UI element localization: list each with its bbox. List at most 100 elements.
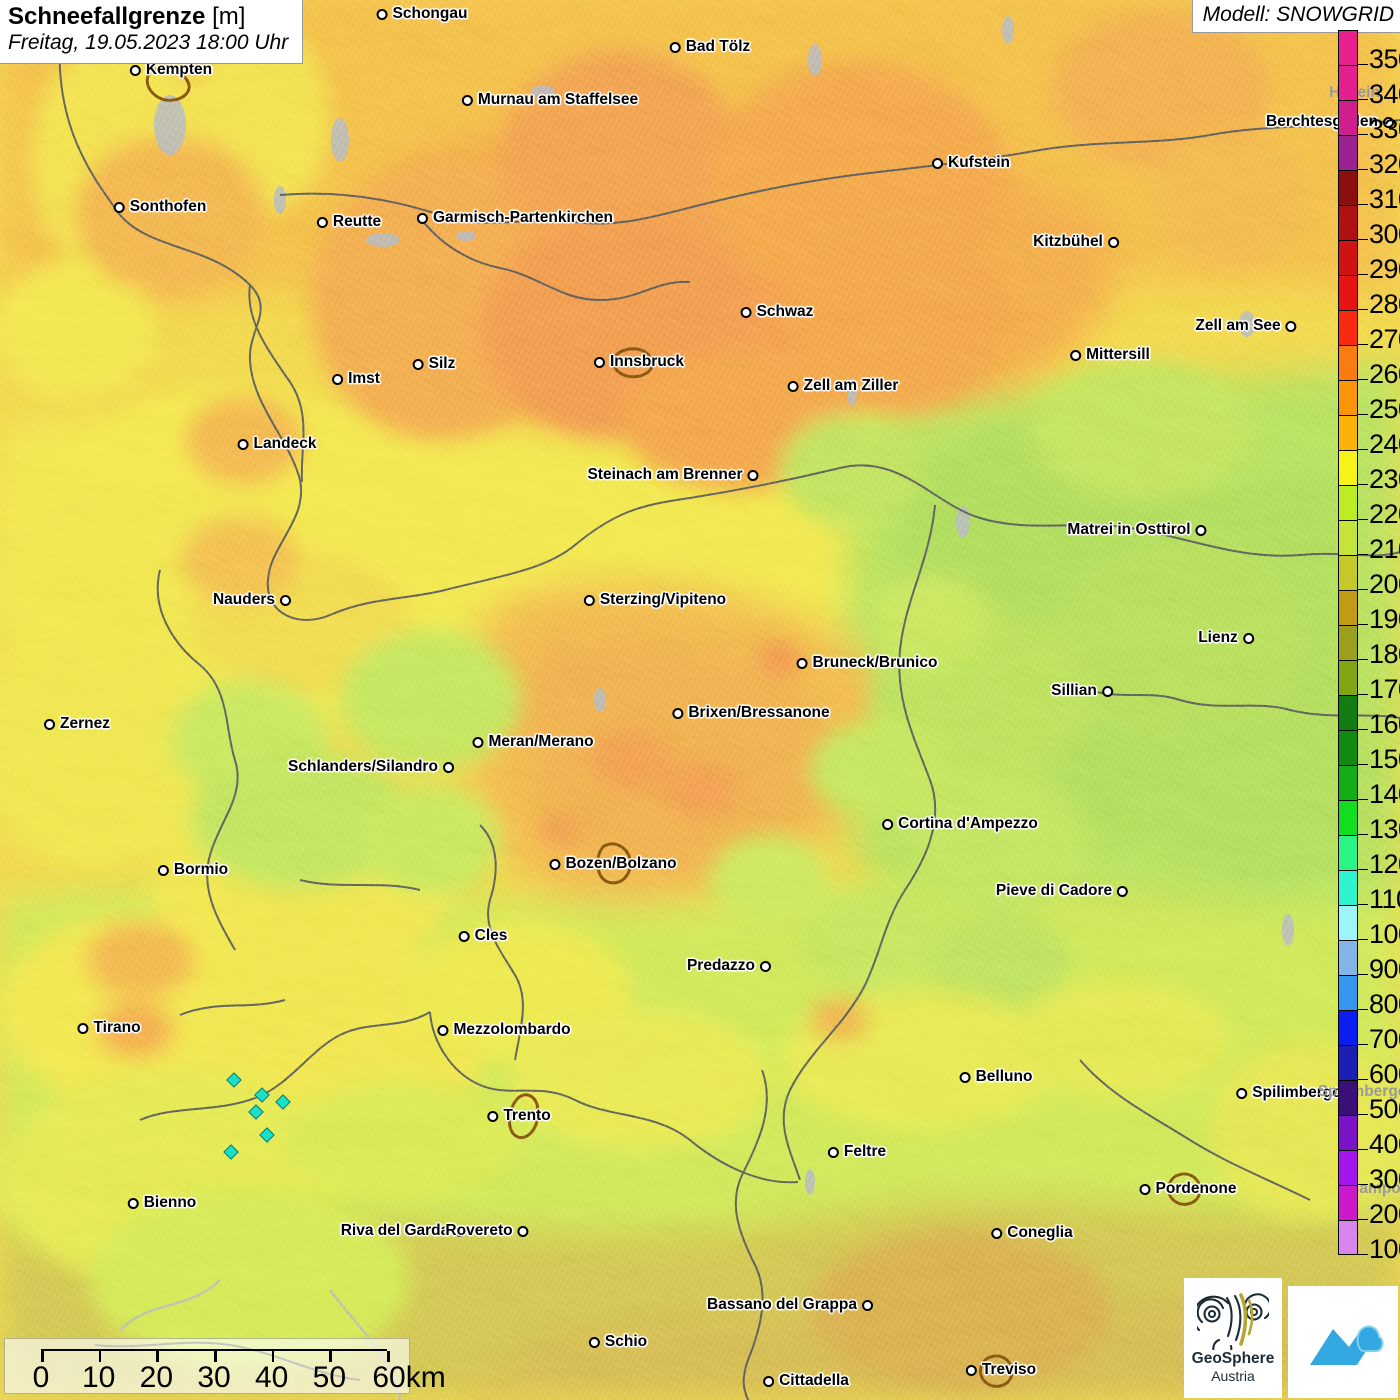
city-marker[interactable]: Matrei in Osttirol: [1067, 521, 1207, 539]
city-marker[interactable]: Meran/Merano: [472, 733, 594, 751]
city-marker[interactable]: Schongau: [376, 5, 467, 23]
city-dot-icon: [747, 469, 759, 481]
city-marker[interactable]: Innsbruck: [593, 353, 684, 371]
city-marker[interactable]: Bassano del Grappa: [707, 1296, 873, 1314]
city-marker[interactable]: Predazzo: [687, 957, 772, 975]
city-marker[interactable]: Landeck: [237, 435, 317, 453]
city-marker[interactable]: Pordenone: [1139, 1180, 1237, 1198]
city-marker[interactable]: Spilimbergo: [1236, 1084, 1342, 1102]
scale-tick-mark: [387, 1351, 390, 1362]
city-marker[interactable]: Schio: [588, 1333, 648, 1351]
city-marker[interactable]: Schlanders/Silandro: [288, 758, 454, 776]
colorbar-tick: [1358, 834, 1368, 835]
city-marker[interactable]: Zernez: [44, 715, 110, 733]
city-marker[interactable]: Kufstein: [932, 154, 1010, 172]
colorbar-swatch: [1338, 345, 1358, 380]
city-marker[interactable]: Trento: [487, 1107, 551, 1125]
colorbar-level: 200: [1330, 1185, 1400, 1228]
colorbar-label: 2200: [1369, 499, 1400, 529]
colorbar-tick: [1358, 344, 1368, 345]
city-marker[interactable]: Zell am See: [1195, 317, 1297, 335]
colorbar-tick: [1358, 1009, 1368, 1010]
city-marker[interactable]: Tirano: [77, 1019, 141, 1037]
snowgrid-logo[interactable]: [1288, 1286, 1398, 1398]
city-label: Schio: [604, 1333, 648, 1350]
city-marker[interactable]: Cittadella: [763, 1372, 849, 1390]
city-marker[interactable]: Kempten: [129, 61, 212, 79]
city-marker[interactable]: Reutte: [316, 213, 381, 231]
colorbar-level: 3500: [1330, 30, 1400, 73]
city-marker[interactable]: Bozen/Bolzano: [549, 855, 677, 873]
city-label: Pordenone: [1155, 1180, 1237, 1197]
page-title: Schneefallgrenze [m]: [8, 3, 288, 31]
city-marker[interactable]: Brixen/Bressanone: [672, 704, 830, 722]
city-marker[interactable]: Belluno: [959, 1068, 1032, 1086]
city-marker[interactable]: Lienz: [1198, 629, 1254, 647]
city-marker[interactable]: Bad Tölz: [669, 38, 750, 56]
city-label: Landeck: [253, 435, 317, 452]
city-marker[interactable]: Bruneck/Brunico: [796, 654, 937, 672]
city-marker[interactable]: Cles: [458, 927, 508, 945]
city-marker[interactable]: Sonthofen: [113, 198, 206, 216]
colorbar-swatch: [1338, 30, 1358, 65]
city-label: Pieve di Cadore: [995, 882, 1113, 899]
city-marker[interactable]: Sillian: [1051, 682, 1113, 700]
scale-tick-label: 60km: [372, 1361, 446, 1394]
city-marker[interactable]: Zell am Ziller: [787, 377, 898, 395]
city-dot-icon: [280, 594, 292, 606]
colorbar-tick: [1358, 64, 1368, 65]
colorbar-level: 2400: [1330, 415, 1400, 458]
colorbar-swatch: [1338, 310, 1358, 345]
city-marker[interactable]: Mezzolombardo: [437, 1021, 571, 1039]
city-marker[interactable]: Schwaz: [740, 303, 813, 321]
city-marker[interactable]: Murnau am Staffelsee: [461, 91, 638, 109]
city-dot-icon: [461, 94, 473, 106]
colorbar-swatch: [1338, 1150, 1358, 1185]
colorbar-tick: [1358, 869, 1368, 870]
colorbar-label: 2800: [1369, 289, 1400, 319]
city-marker[interactable]: Treviso: [965, 1361, 1036, 1379]
city-marker[interactable]: Bienno: [127, 1194, 197, 1212]
city-marker[interactable]: Riva del Garda: [341, 1222, 466, 1240]
city-marker[interactable]: Kitzbühel: [1033, 233, 1119, 251]
city-marker[interactable]: Bormio: [157, 861, 228, 879]
city-marker[interactable]: Garmisch-Partenkirchen: [416, 209, 614, 227]
city-label: Kitzbühel: [1033, 233, 1103, 250]
city-dot-icon: [760, 960, 772, 972]
colorbar-tick: [1358, 694, 1368, 695]
colorbar-swatch: [1338, 520, 1358, 555]
scale-tick-label: 50: [312, 1361, 347, 1394]
colorbar-swatch: [1338, 1220, 1358, 1255]
city-label: Cles: [474, 927, 508, 944]
city-marker[interactable]: Cortina d'Ampezzo: [882, 815, 1038, 833]
colorbar-label: 1800: [1369, 639, 1400, 669]
city-marker[interactable]: Sterzing/Vipiteno: [583, 591, 726, 609]
colorbar-tick: [1358, 484, 1368, 485]
city-marker[interactable]: Feltre: [827, 1143, 886, 1161]
colorbar-level: 300: [1330, 1150, 1400, 1193]
scale-tick-mark: [329, 1351, 332, 1362]
colorbar-tick: [1358, 1219, 1368, 1220]
city-marker[interactable]: Nauders: [212, 591, 292, 609]
city-marker[interactable]: Steinach am Brenner: [587, 466, 759, 484]
city-marker[interactable]: Rovereto: [445, 1222, 529, 1240]
city-marker[interactable]: Imst: [332, 370, 380, 388]
city-label: Garmisch-Partenkirchen: [432, 209, 614, 226]
city-marker[interactable]: Silz: [412, 355, 455, 373]
city-dot-icon: [237, 438, 249, 450]
logo-strip: GeoSphere Austria: [1184, 1278, 1398, 1398]
city-dot-icon: [991, 1227, 1003, 1239]
city-marker[interactable]: Mittersill: [1070, 346, 1150, 364]
city-marker[interactable]: Pieve di Cadore: [995, 882, 1129, 900]
geosphere-logo[interactable]: GeoSphere Austria: [1184, 1278, 1282, 1398]
city-dot-icon: [487, 1110, 499, 1122]
city-label: Nauders: [212, 591, 276, 608]
colorbar-level: 3400: [1330, 65, 1400, 108]
colorbar-label: 100: [1369, 1234, 1400, 1264]
city-marker[interactable]: Coneglia: [991, 1224, 1073, 1242]
city-label: Bienno: [143, 1194, 197, 1211]
colorbar-swatch: [1338, 240, 1358, 275]
city-dot-icon: [316, 216, 328, 228]
